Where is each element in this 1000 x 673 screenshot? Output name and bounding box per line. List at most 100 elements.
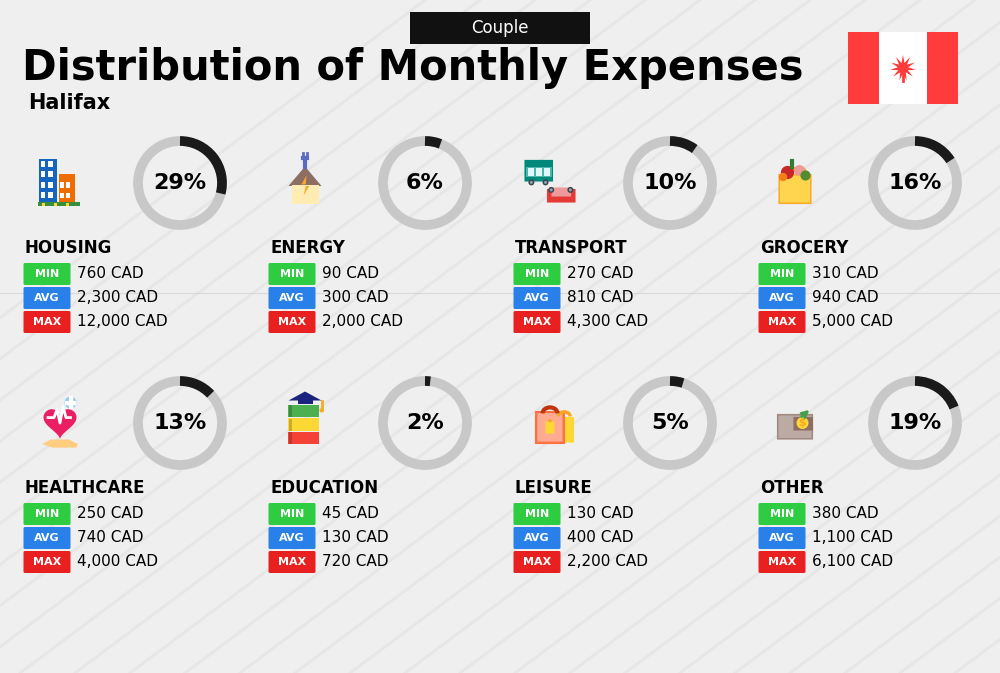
Text: 310 CAD: 310 CAD bbox=[812, 267, 879, 281]
FancyBboxPatch shape bbox=[554, 417, 574, 443]
Text: 29%: 29% bbox=[153, 173, 207, 193]
FancyBboxPatch shape bbox=[514, 311, 560, 333]
FancyBboxPatch shape bbox=[288, 432, 319, 444]
FancyBboxPatch shape bbox=[545, 421, 555, 433]
Text: AVG: AVG bbox=[279, 533, 305, 543]
Text: AVG: AVG bbox=[769, 293, 795, 303]
Circle shape bbox=[550, 188, 553, 191]
Text: MIN: MIN bbox=[280, 269, 304, 279]
Text: 2,200 CAD: 2,200 CAD bbox=[567, 555, 648, 569]
FancyBboxPatch shape bbox=[537, 413, 563, 441]
Text: MIN: MIN bbox=[525, 509, 549, 519]
Bar bbox=[288, 405, 292, 417]
Text: 13%: 13% bbox=[153, 413, 207, 433]
Bar bbox=[60, 192, 64, 198]
Circle shape bbox=[64, 396, 76, 409]
FancyBboxPatch shape bbox=[24, 551, 70, 573]
FancyBboxPatch shape bbox=[759, 527, 806, 549]
Bar bbox=[66, 182, 70, 188]
Text: MAX: MAX bbox=[523, 557, 551, 567]
Text: MIN: MIN bbox=[770, 509, 794, 519]
Text: 5,000 CAD: 5,000 CAD bbox=[812, 314, 893, 330]
Text: MAX: MAX bbox=[523, 317, 551, 327]
Circle shape bbox=[548, 187, 554, 193]
Text: TRANSPORT: TRANSPORT bbox=[515, 239, 628, 257]
Text: MAX: MAX bbox=[768, 557, 796, 567]
Bar bbox=[528, 168, 534, 176]
Text: Couple: Couple bbox=[471, 19, 529, 37]
Circle shape bbox=[528, 180, 534, 185]
Text: 270 CAD: 270 CAD bbox=[567, 267, 634, 281]
Circle shape bbox=[567, 187, 573, 193]
Text: 16%: 16% bbox=[888, 173, 942, 193]
FancyBboxPatch shape bbox=[268, 311, 316, 333]
Text: ENERGY: ENERGY bbox=[270, 239, 345, 257]
Polygon shape bbox=[42, 439, 78, 448]
Text: AVG: AVG bbox=[34, 293, 60, 303]
Circle shape bbox=[779, 173, 787, 181]
Bar bbox=[288, 419, 292, 431]
Text: Halifax: Halifax bbox=[28, 93, 110, 113]
Bar bbox=[288, 432, 292, 444]
Polygon shape bbox=[288, 392, 322, 400]
Text: MAX: MAX bbox=[768, 317, 796, 327]
Text: 6%: 6% bbox=[406, 173, 444, 193]
Bar bbox=[58, 174, 75, 204]
Text: AVG: AVG bbox=[524, 293, 550, 303]
Text: MAX: MAX bbox=[33, 317, 61, 327]
Bar bbox=[536, 168, 542, 176]
FancyBboxPatch shape bbox=[759, 311, 806, 333]
Bar bbox=[848, 32, 958, 104]
FancyBboxPatch shape bbox=[759, 287, 806, 309]
FancyBboxPatch shape bbox=[759, 503, 806, 525]
Bar bbox=[292, 185, 318, 204]
FancyBboxPatch shape bbox=[410, 12, 590, 44]
Text: 1,100 CAD: 1,100 CAD bbox=[812, 530, 893, 546]
Bar bbox=[38, 202, 80, 205]
Text: MAX: MAX bbox=[278, 317, 306, 327]
Text: OTHER: OTHER bbox=[760, 479, 824, 497]
FancyBboxPatch shape bbox=[514, 527, 560, 549]
Bar bbox=[40, 171, 45, 177]
Text: 5%: 5% bbox=[651, 413, 689, 433]
Bar bbox=[42, 203, 45, 206]
FancyBboxPatch shape bbox=[24, 263, 70, 285]
Text: 4,000 CAD: 4,000 CAD bbox=[77, 555, 158, 569]
Text: $: $ bbox=[799, 418, 806, 428]
FancyBboxPatch shape bbox=[759, 263, 806, 285]
FancyBboxPatch shape bbox=[535, 411, 565, 444]
Text: Distribution of Monthly Expenses: Distribution of Monthly Expenses bbox=[22, 47, 804, 89]
Circle shape bbox=[542, 180, 548, 185]
Text: 300 CAD: 300 CAD bbox=[322, 291, 389, 306]
Circle shape bbox=[319, 409, 324, 413]
Text: 4,300 CAD: 4,300 CAD bbox=[567, 314, 648, 330]
Text: MAX: MAX bbox=[278, 557, 306, 567]
FancyBboxPatch shape bbox=[268, 263, 316, 285]
FancyBboxPatch shape bbox=[268, 551, 316, 573]
FancyBboxPatch shape bbox=[778, 415, 812, 438]
Circle shape bbox=[544, 181, 547, 184]
Bar bbox=[48, 171, 52, 177]
Text: AVG: AVG bbox=[279, 293, 305, 303]
Text: AVG: AVG bbox=[769, 533, 795, 543]
Bar bbox=[66, 192, 70, 198]
Bar bbox=[40, 160, 45, 166]
Polygon shape bbox=[44, 409, 76, 439]
FancyBboxPatch shape bbox=[759, 551, 806, 573]
FancyBboxPatch shape bbox=[24, 527, 70, 549]
Text: 2,000 CAD: 2,000 CAD bbox=[322, 314, 403, 330]
Text: 250 CAD: 250 CAD bbox=[77, 507, 144, 522]
FancyBboxPatch shape bbox=[551, 188, 571, 197]
Text: 940 CAD: 940 CAD bbox=[812, 291, 879, 306]
Text: MIN: MIN bbox=[280, 509, 304, 519]
Text: 45 CAD: 45 CAD bbox=[322, 507, 379, 522]
FancyBboxPatch shape bbox=[780, 176, 810, 203]
Circle shape bbox=[781, 166, 794, 179]
Circle shape bbox=[530, 181, 533, 184]
Bar bbox=[544, 168, 550, 176]
FancyBboxPatch shape bbox=[514, 263, 560, 285]
Text: 380 CAD: 380 CAD bbox=[812, 507, 879, 522]
Text: 2,300 CAD: 2,300 CAD bbox=[77, 291, 158, 306]
Text: 90 CAD: 90 CAD bbox=[322, 267, 379, 281]
FancyBboxPatch shape bbox=[268, 287, 316, 309]
